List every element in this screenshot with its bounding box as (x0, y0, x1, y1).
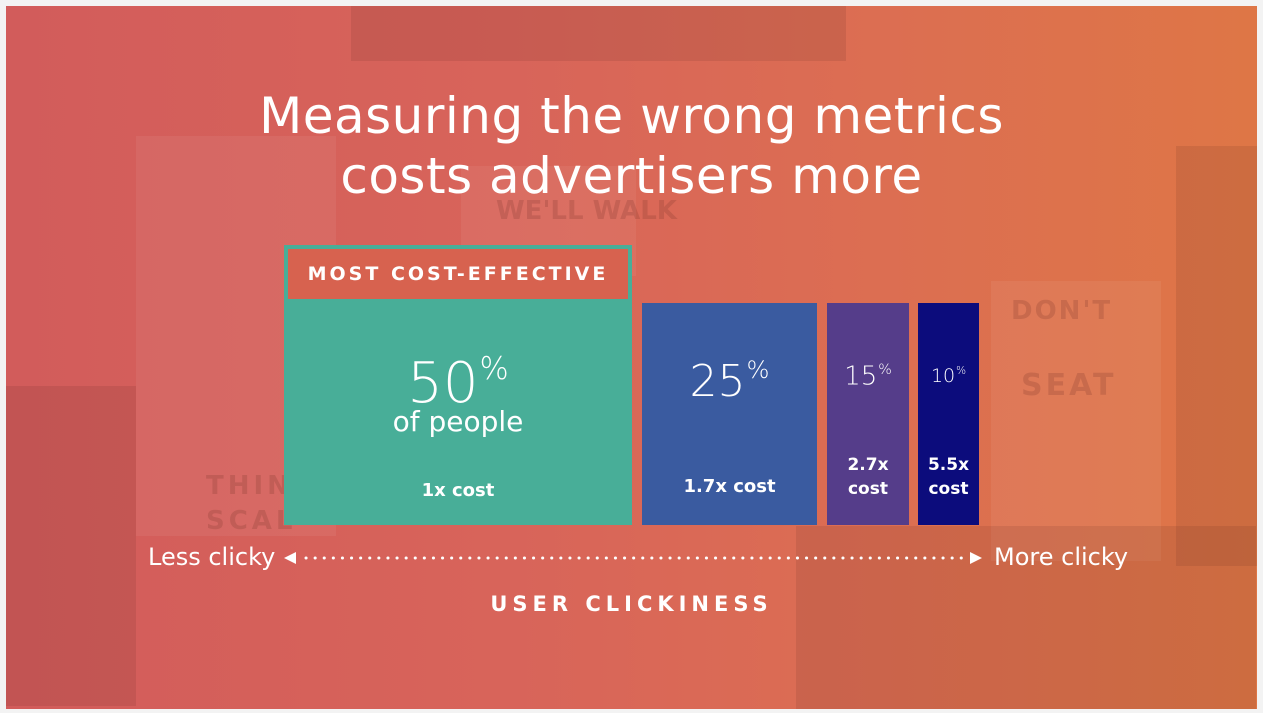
chart-block-2: 25% 1.7x cost (642, 303, 817, 525)
highlight-label: MOST COST-EFFECTIVE (307, 263, 609, 285)
bg-text-walk: WE'LL WALK (496, 196, 677, 226)
axis-right-label: More clicky (994, 543, 1129, 571)
block-4-percent-value: 10 (930, 364, 956, 387)
bg-text-scal: SCAL (206, 506, 297, 536)
bg-poster-bottom-left (6, 386, 136, 706)
bg-text-seat: SEAT (1021, 368, 1117, 403)
block-3-percent-unit: % (878, 362, 892, 378)
bg-poster-bottom-right (796, 526, 1256, 709)
block-1-percent: 50% (284, 339, 632, 414)
title-line-2: costs advertisers more (340, 147, 923, 205)
block-4-cost-label: 5.5x cost (927, 455, 970, 499)
bg-poster-top (351, 6, 846, 61)
block-2-percent: 25% (642, 345, 817, 407)
block-2-cost-label: 1.7x cost (683, 476, 776, 497)
highlight-label-background (288, 249, 628, 299)
block-4-percent-unit: % (956, 365, 967, 377)
x-axis-title: USER CLICKINESS (490, 592, 773, 616)
block-3-percent-value: 15 (844, 361, 878, 392)
axis-left-label: Less clicky (148, 543, 276, 571)
block-2-percent-value: 25 (689, 356, 746, 408)
block-1-percent-unit: % (479, 351, 509, 387)
block-1-sub-label: of people (392, 405, 524, 438)
block-1-percent-value: 50 (407, 351, 479, 417)
bg-text-dont: DON'T (1011, 296, 1113, 326)
block-3-cost-label: 2.7x cost (847, 455, 889, 499)
axis-arrow-right-head (970, 552, 982, 564)
block-3-percent: 15% (827, 355, 909, 392)
block-2-percent-unit: % (746, 356, 770, 384)
axis-arrow-left-head (284, 552, 296, 564)
bg-poster-right (991, 281, 1161, 561)
bg-text-thin: THIN (206, 471, 293, 501)
title-line-1: Measuring the wrong metrics (259, 87, 1004, 145)
chart-block-1: 50% of people 1x cost (284, 299, 632, 525)
slide: THIN SCAL DON'T SEAT WE'LL WALK Measurin… (6, 6, 1257, 709)
block-1-cost-label: 1x cost (421, 480, 495, 501)
block-4-percent: 10% (918, 359, 979, 388)
axis-arrow (284, 552, 982, 564)
chart-block-3: 15% 2.7x cost (827, 303, 909, 525)
chart-block-4: 10% 5.5x cost (918, 303, 979, 525)
slide-title: Measuring the wrong metrics costs advert… (6, 86, 1257, 206)
bg-poster-far-right (1176, 146, 1257, 566)
